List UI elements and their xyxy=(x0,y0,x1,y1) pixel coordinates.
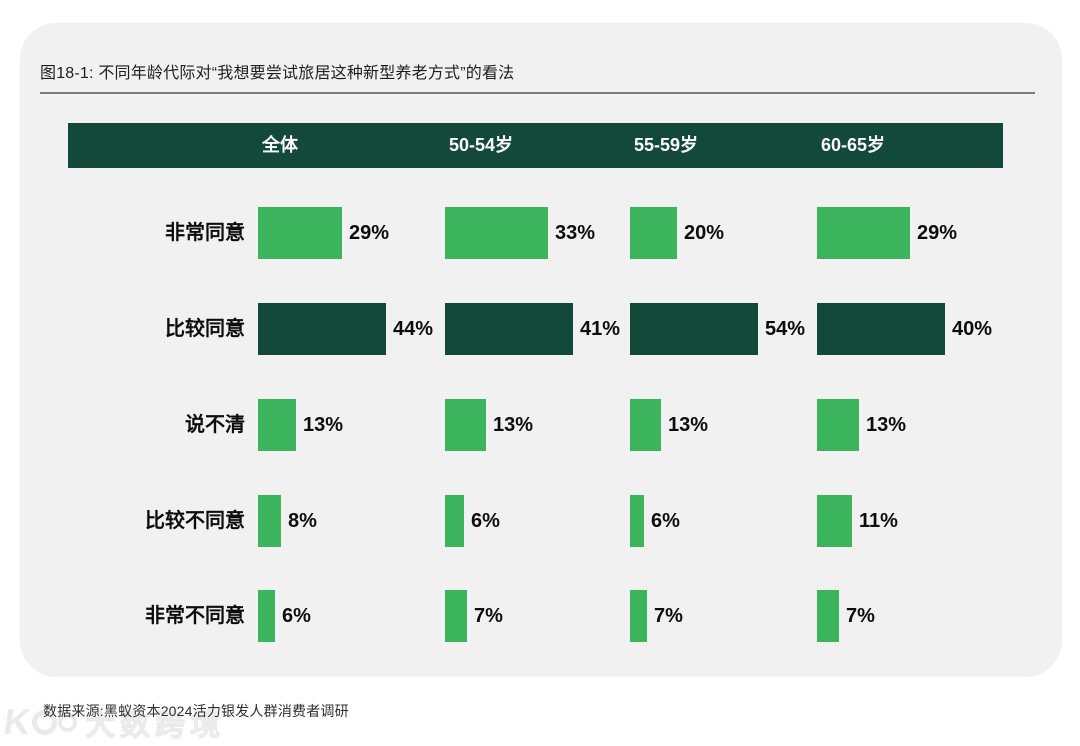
bar-value-label: 29% xyxy=(917,222,958,244)
column-header-60-65: 60-65岁 xyxy=(821,135,886,155)
bar-value-label: 6% xyxy=(471,510,500,532)
bar xyxy=(630,303,758,355)
bar-value-label: 29% xyxy=(349,222,390,244)
column-header-55-59: 55-59岁 xyxy=(634,135,699,155)
bar xyxy=(258,590,275,642)
bar-value-label: 54% xyxy=(765,318,806,340)
bar xyxy=(817,590,839,642)
row-label: 非常不同意 xyxy=(145,605,245,627)
row-label: 比较同意 xyxy=(165,318,245,340)
bar xyxy=(258,399,296,451)
watermark-logo-icon: K xyxy=(1,701,33,742)
title-divider xyxy=(40,92,1035,94)
bar-value-label: 20% xyxy=(684,222,725,244)
bar-value-label: 41% xyxy=(580,318,621,340)
bar-value-label: 7% xyxy=(474,605,503,627)
bar-value-label: 44% xyxy=(393,318,434,340)
bar xyxy=(258,207,342,259)
bar xyxy=(817,303,945,355)
data-source-note: 数据来源:黑蚁资本2024活力银发人群消费者调研 xyxy=(43,703,349,719)
bar-value-label: 6% xyxy=(651,510,680,532)
column-header-50-54: 50-54岁 xyxy=(449,135,514,155)
bar-value-label: 33% xyxy=(555,222,596,244)
bar-value-label: 13% xyxy=(866,414,907,436)
bar xyxy=(630,495,644,547)
row-label: 比较不同意 xyxy=(145,510,245,532)
chart-card: 图18-1: 不同年龄代际对“我想要尝试旅居这种新型养老方式”的看法 全体 50… xyxy=(20,23,1062,677)
bar xyxy=(445,399,486,451)
bar-value-label: 13% xyxy=(493,414,534,436)
bar-value-label: 13% xyxy=(668,414,709,436)
bar xyxy=(258,495,281,547)
bar-value-label: 40% xyxy=(952,318,993,340)
row-label: 说不清 xyxy=(185,414,245,436)
bar-value-label: 13% xyxy=(303,414,344,436)
bar xyxy=(258,303,386,355)
bar xyxy=(817,399,859,451)
chart-title: 图18-1: 不同年龄代际对“我想要尝试旅居这种新型养老方式”的看法 xyxy=(40,65,515,82)
bar xyxy=(630,590,647,642)
bar-value-label: 7% xyxy=(654,605,683,627)
bar xyxy=(630,207,677,259)
bar xyxy=(817,495,852,547)
bar xyxy=(445,590,467,642)
bar xyxy=(445,495,464,547)
bar-value-label: 11% xyxy=(859,510,898,532)
bar xyxy=(445,303,573,355)
bar xyxy=(630,399,661,451)
row-label: 非常同意 xyxy=(165,222,245,244)
bar-value-label: 8% xyxy=(288,510,317,532)
bar xyxy=(445,207,548,259)
bar-value-label: 6% xyxy=(282,605,311,627)
bar xyxy=(817,207,910,259)
column-header-bar: 全体 50-54岁 55-59岁 60-65岁 xyxy=(68,123,1003,168)
bar-value-label: 7% xyxy=(846,605,875,627)
column-header-total: 全体 xyxy=(262,135,298,155)
